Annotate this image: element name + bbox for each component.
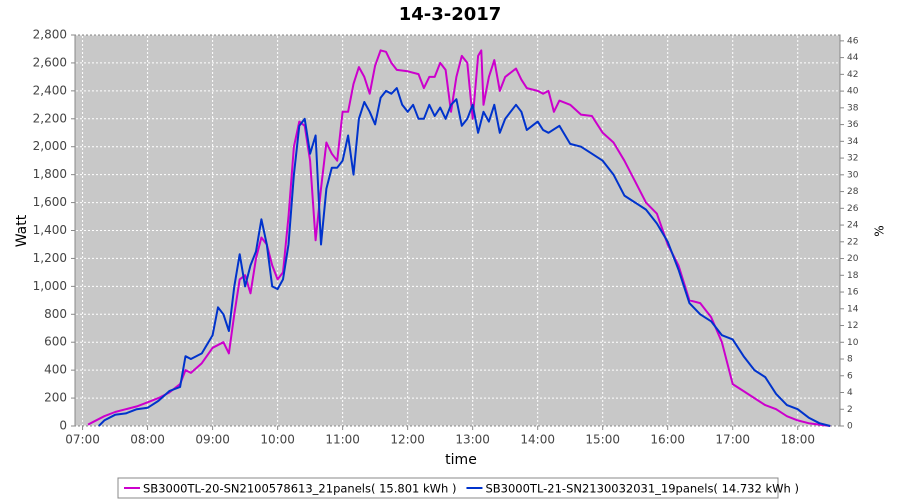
x-tick-label: 10:00 — [260, 433, 295, 447]
x-tick-label: 18:00 — [780, 433, 815, 447]
y-tick-label: 0 — [59, 419, 67, 433]
y-tick-label: 2,200 — [33, 111, 67, 125]
y2-tick-label: 42 — [847, 70, 858, 80]
y2-tick-label: 30 — [847, 170, 859, 180]
x-axis-label: time — [445, 452, 477, 468]
y2-tick-label: 20 — [847, 254, 859, 264]
y-axis-label: Watt — [14, 214, 30, 247]
y2-tick-label: 32 — [847, 154, 858, 164]
y-tick-label: 2,000 — [33, 139, 67, 153]
x-tick-label: 12:00 — [390, 433, 425, 447]
x-tick-label: 11:00 — [325, 433, 360, 447]
y-tick-label: 2,400 — [33, 83, 67, 97]
series-line — [87, 49, 831, 427]
y2-tick-label: 2 — [847, 405, 853, 415]
x-tick-label: 07:00 — [65, 433, 100, 447]
y2-axis-label: % — [873, 225, 887, 236]
legend — [117, 477, 779, 499]
y-tick-label: 2,800 — [33, 28, 67, 42]
y-tick-label: 200 — [44, 391, 67, 405]
y2-tick-label: 22 — [847, 237, 858, 247]
x-tick-label: 16:00 — [650, 433, 685, 447]
y2-tick-label: 28 — [847, 187, 859, 197]
y2-tick-label: 4 — [847, 388, 853, 398]
y-tick-label: 600 — [44, 335, 67, 349]
y2-tick-label: 36 — [847, 120, 859, 130]
y2-tick-label: 38 — [847, 103, 859, 113]
y2-tick-label: 24 — [847, 221, 859, 231]
y2-tick-label: 34 — [847, 137, 859, 147]
y-tick-label: 1,000 — [33, 279, 67, 293]
legend-label: SB3000TL-21-SN2130032031_19panels( 14.73… — [485, 482, 798, 496]
y2-tick-label: 12 — [847, 321, 858, 331]
x-tick-label: 14:00 — [520, 433, 555, 447]
y-tick-label: 2,600 — [33, 55, 67, 69]
y2-tick-label: 40 — [847, 87, 859, 97]
x-tick-label: 15:00 — [585, 433, 620, 447]
y2-tick-label: 46 — [847, 36, 859, 46]
y-tick-label: 1,800 — [33, 167, 67, 181]
chart-title: 14-3-2017 — [399, 4, 502, 25]
y2-tick-label: 26 — [847, 204, 859, 214]
y-tick-label: 1,200 — [33, 251, 67, 265]
series-line — [98, 87, 831, 427]
x-tick-label: 13:00 — [455, 433, 490, 447]
x-tick-label: 08:00 — [130, 433, 165, 447]
y2-tick-label: 16 — [847, 288, 859, 298]
y2-tick-label: 10 — [847, 338, 859, 348]
legend-label: SB3000TL-20-SN2100578613_21panels( 15.80… — [143, 482, 456, 496]
y2-tick-label: 6 — [847, 371, 853, 381]
y2-tick-label: 18 — [847, 271, 859, 281]
y-tick-label: 800 — [44, 307, 67, 321]
y2-tick-label: 8 — [847, 355, 853, 365]
x-tick-label: 09:00 — [195, 433, 230, 447]
y2-tick-label: 14 — [847, 304, 859, 314]
x-tick-label: 17:00 — [715, 433, 750, 447]
y2-tick-label: 44 — [847, 53, 859, 63]
y-tick-label: 1,400 — [33, 223, 67, 237]
y2-tick-label: 0 — [847, 422, 853, 432]
y-tick-label: 1,600 — [33, 195, 67, 209]
y-tick-label: 400 — [44, 363, 67, 377]
